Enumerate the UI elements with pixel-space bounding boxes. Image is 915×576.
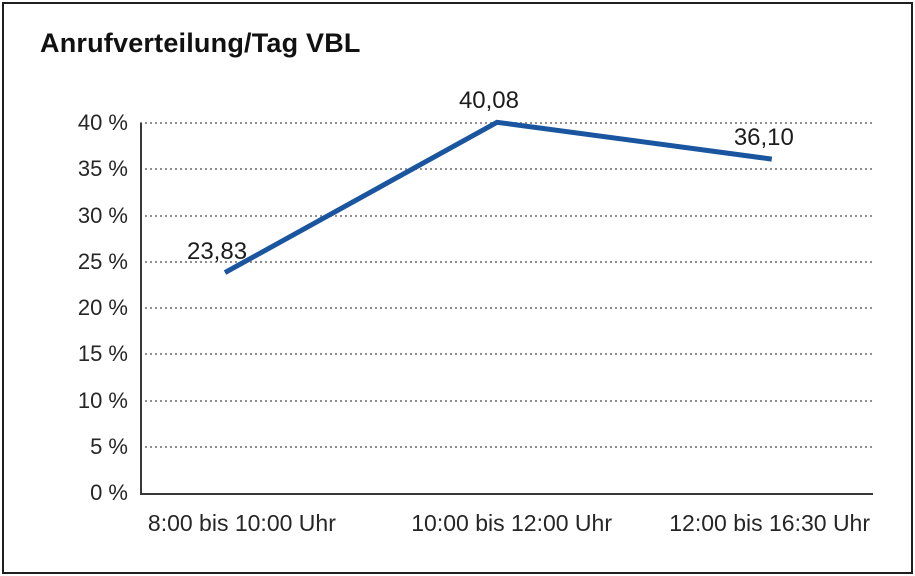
y-tick-label: 35 % [77,156,128,182]
gridline-25pct [140,260,873,263]
data-point-label: 23,83 [186,237,248,265]
gridline-35pct [140,168,873,171]
y-tick-label: 40 % [77,110,128,135]
y-tick-label: 20 % [77,295,128,320]
line-series-svg [223,119,773,275]
x-category-label: 8:00 bis 10:00 Uhr [147,510,336,536]
series-line [223,119,773,275]
x-category-label: 10:00 bis 12:00 Uhr [411,510,612,536]
y-tick-label: 0 % [90,480,128,505]
y-tick-label: 25 % [77,248,128,274]
gridline-30pct [140,214,873,217]
y-axis-line [140,123,142,493]
gridline-5pct [140,445,873,448]
plot-area: 23,83 40,08 36,10 [140,89,873,495]
chart-title: Anrufverteilung/Tag VBL [40,28,361,58]
gridline-15pct [140,353,873,356]
data-point-label: 36,10 [733,124,794,152]
y-tick-label: 30 % [77,202,128,228]
x-axis-line [140,493,873,495]
y-tick-label: 15 % [77,341,128,367]
y-tick-label: 10 % [77,387,128,413]
y-tick-label: 5 % [90,433,128,459]
gridline-10pct [140,399,873,402]
data-point-label: 40,08 [458,87,519,115]
gridline-20pct [140,307,873,309]
x-category-label: 12:00 bis 16:30 Uhr [669,510,871,536]
